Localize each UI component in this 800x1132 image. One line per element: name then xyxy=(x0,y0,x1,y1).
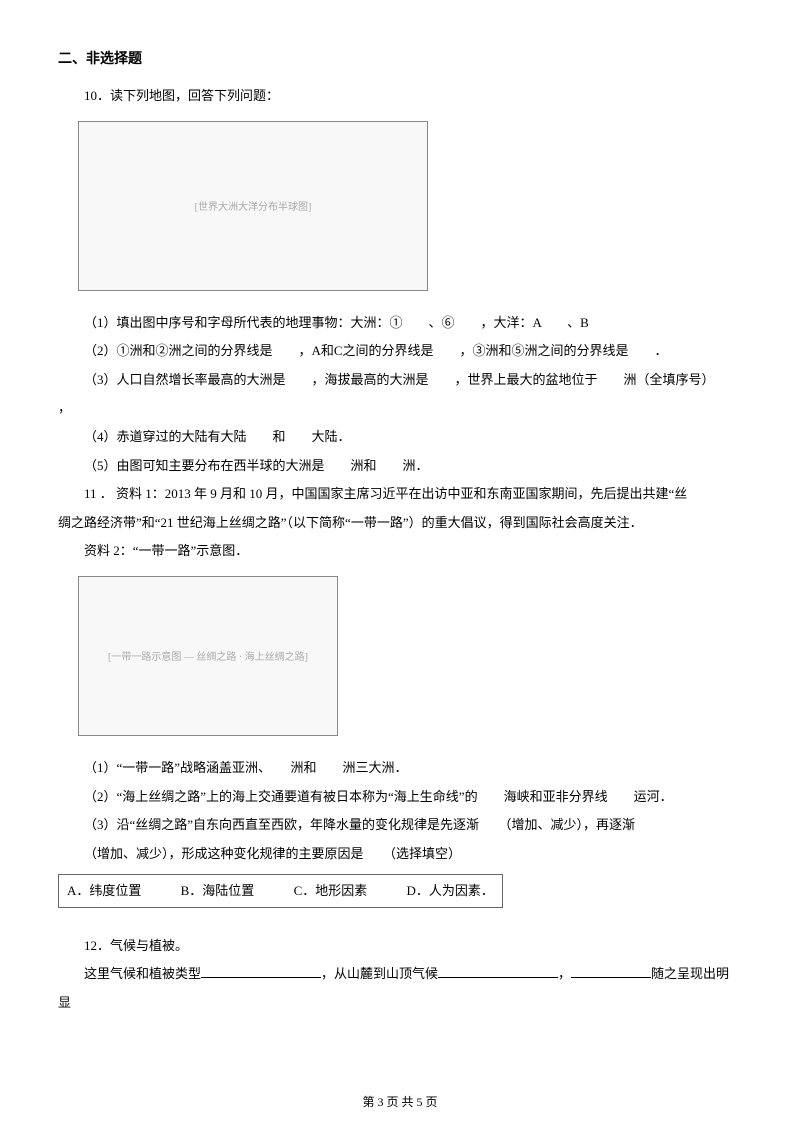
blank-line xyxy=(438,977,558,978)
q12-mid: ，从山麓到山顶气候 xyxy=(321,966,438,981)
q12-line: 这里气候和植被类型，从山麓到山顶气候，随之呈现出明显 xyxy=(58,960,742,1017)
page-footer: 第 3 页 共 5 页 xyxy=(0,1093,800,1110)
q10-globe-image: [世界大洲大洋分布半球图] xyxy=(78,121,428,291)
q11-choices-box: A．纬度位置 B．海陆位置 C．地形因素 D．人为因素． xyxy=(58,874,503,907)
q10-p3: （3）人口自然增长率最高的大洲是 ，海拔最高的大洲是 ，世界上最大的盆地位于 洲… xyxy=(58,366,742,395)
q10-p2: （2）①洲和②洲之间的分界线是 ，A和C之间的分界线是 ，③洲和⑤洲之间的分界线… xyxy=(58,337,742,366)
q11-mat2: 资料 2：“一带一路”示意图． xyxy=(58,537,742,566)
blank-line xyxy=(571,977,651,978)
q10-p4: （4）赤道穿过的大陆有大陆 和 大陆． xyxy=(58,423,742,452)
q11-map-image: [一带一路示意图 — 丝绸之路 · 海上丝绸之路] xyxy=(78,576,338,736)
section-header: 二、非选择题 xyxy=(58,48,742,68)
q11-p2: （2）“海上丝绸之路”上的海上交通要道有被日本称为“海上生命线”的 海峡和亚非分… xyxy=(58,783,742,812)
q11-p1: （1）“一带一路”战略涵盖亚洲、 洲和 洲三大洲． xyxy=(58,754,742,783)
choice-b: B．海陆位置 xyxy=(181,883,255,898)
q10-p3b: ， xyxy=(58,394,742,423)
choice-a: A．纬度位置 xyxy=(67,883,141,898)
q11-p3b: （增加、减少），形成这种变化规律的主要原因是 （选择填空） xyxy=(58,840,742,869)
q11-intro-b: 绸之路经济带”和“21 世纪海上丝绸之路”（以下简称“一带一路”）的重大倡议，得… xyxy=(58,509,742,538)
q10-p1: （1）填出图中序号和字母所代表的地理事物：大洲：① 、⑥ ，大洋：A 、B xyxy=(58,309,742,338)
choice-c: C．地形因素 xyxy=(294,883,368,898)
q12-pre: 这里气候和植被类型 xyxy=(84,966,201,981)
q12-mid2: ， xyxy=(558,966,571,981)
q10-p5: （5）由图可知主要分布在西半球的大洲是 洲和 洲． xyxy=(58,452,742,481)
q12-intro: 12．气候与植被。 xyxy=(58,932,742,961)
q10-intro: 10．读下列地图，回答下列问题： xyxy=(58,82,742,111)
q11-p3: （3）沿“丝绸之路”自东向西直至西欧，年降水量的变化规律是先逐渐 （增加、减少）… xyxy=(58,811,742,840)
blank-line xyxy=(201,977,321,978)
q11-intro-a: 11 ． 资料 1：2013 年 9 月和 10 月，中国国家主席习近平在出访中… xyxy=(58,480,742,509)
choice-d: D．人为因素． xyxy=(406,883,493,898)
